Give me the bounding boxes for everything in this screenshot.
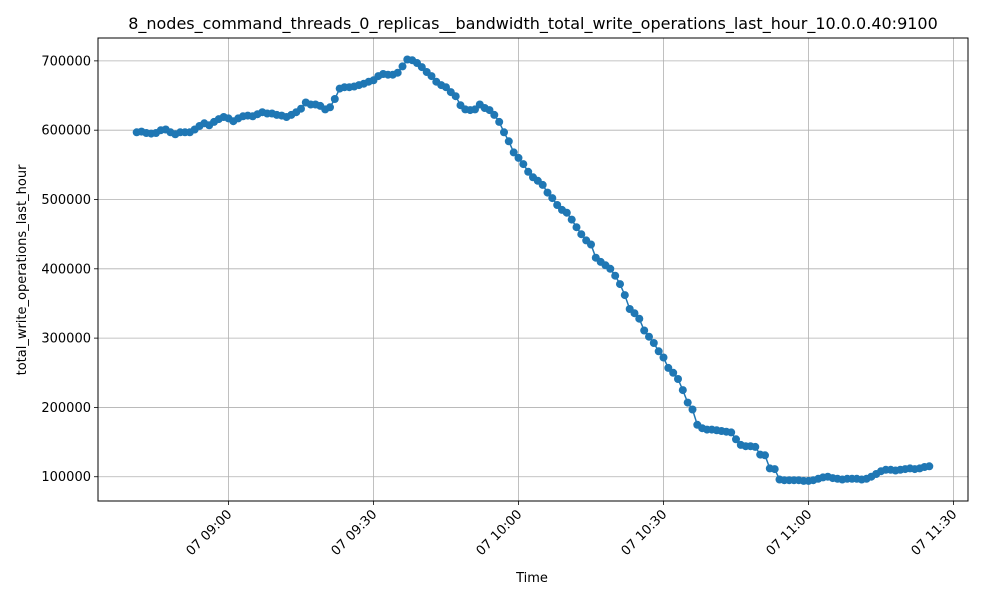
data-point (330, 95, 339, 103)
data-point (500, 128, 508, 137)
data-point (490, 110, 499, 119)
data-point (297, 104, 305, 113)
y-tick-label: 500000 (41, 193, 91, 208)
data-point (562, 208, 571, 217)
data-point (659, 353, 668, 362)
x-axis-label: Time (515, 571, 548, 586)
data-point (519, 160, 528, 169)
y-axis-label: total_write_operations_last_hour (15, 164, 30, 375)
data-point (553, 201, 562, 209)
data-point (727, 428, 736, 437)
data-point (761, 451, 769, 460)
data-point (577, 230, 586, 239)
data-point (495, 117, 504, 126)
grid (98, 38, 968, 501)
data-point (925, 462, 934, 471)
series (132, 55, 934, 485)
data-point (326, 103, 334, 112)
data-point (751, 442, 760, 451)
data-point (616, 280, 624, 289)
y-tick-label: 700000 (41, 54, 91, 69)
data-point (688, 405, 697, 414)
data-point (654, 347, 663, 356)
data-point (640, 326, 649, 335)
data-point (509, 148, 518, 157)
data-point (548, 194, 557, 203)
data-point (645, 332, 653, 341)
data-point (514, 153, 523, 162)
data-point (732, 435, 740, 444)
data-point (398, 62, 407, 71)
data-point (442, 83, 450, 92)
data-point (451, 92, 460, 101)
data-point (674, 375, 682, 383)
data-point (611, 271, 620, 280)
data-point (572, 223, 581, 232)
data-point (538, 180, 547, 189)
data-point (393, 68, 402, 77)
data-point (664, 363, 673, 372)
plot-frame (97, 37, 969, 502)
data-point (635, 314, 644, 323)
data-point (649, 339, 658, 347)
y-tick-label: 200000 (41, 401, 91, 416)
y-tick-label: 600000 (41, 124, 91, 139)
data-point (567, 215, 576, 224)
y-tick-label: 400000 (41, 262, 91, 277)
data-point (471, 105, 479, 114)
data-point (678, 386, 687, 395)
data-point (620, 291, 629, 300)
data-point (669, 368, 678, 377)
y-tick-label: 300000 (41, 332, 91, 347)
data-point (524, 167, 533, 176)
chart-title: 8_nodes_command_threads_0_replicas__band… (128, 14, 938, 34)
data-point (630, 309, 639, 318)
data-point (606, 264, 615, 273)
data-point (543, 188, 552, 197)
data-point (427, 72, 436, 81)
data-point (417, 63, 426, 72)
data-point (504, 137, 513, 146)
data-point (683, 398, 692, 407)
y-tick-label: 100000 (41, 470, 91, 485)
data-point (770, 465, 779, 474)
data-point (587, 240, 595, 249)
